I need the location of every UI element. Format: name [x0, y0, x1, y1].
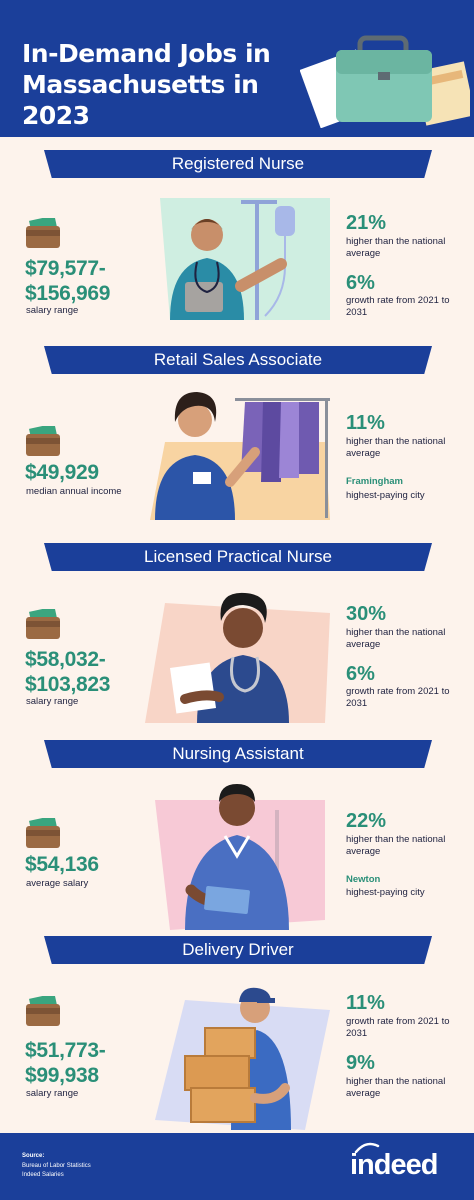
job-section-retail-sales-associate: Retail Sales Associate $49,929 median an…: [0, 346, 474, 542]
job-section-licensed-practical-nurse: Licensed Practical Nurse $58,032- $103,8…: [0, 543, 474, 739]
job-section-nursing-assistant: Nursing Assistant $54,136 average salary…: [0, 740, 474, 936]
job-section-delivery-driver: Delivery Driver $51,773- $99,938 salary …: [0, 936, 474, 1132]
wallet-money-icon: [26, 818, 60, 848]
job-title-banner: Registered Nurse: [44, 150, 432, 178]
city-label: highest-paying city: [346, 490, 425, 501]
job-title: Delivery Driver: [182, 940, 294, 959]
delivery-driver-illustration: [155, 987, 330, 1130]
indeed-logo-arc-icon: [354, 1142, 380, 1153]
practical-nurse-illustration: [145, 592, 330, 723]
city-label: highest-paying city: [346, 887, 425, 898]
job-title-banner: Nursing Assistant: [44, 740, 432, 768]
wallet-money-icon: [26, 218, 60, 248]
retail-worker-illustration: [150, 392, 330, 520]
header: In-Demand Jobs in Massachusetts in 2023: [0, 0, 474, 137]
job-title: Retail Sales Associate: [153, 350, 323, 369]
nursing-assistant-illustration: [155, 784, 325, 930]
salary-label: median annual income: [26, 486, 122, 497]
stat-1-label: higher than the national average: [346, 627, 446, 650]
stat-2-value: 9%: [346, 1052, 375, 1074]
highest-paying-city: Newton: [346, 874, 381, 885]
job-title: Licensed Practical Nurse: [143, 547, 333, 566]
wallet-money-icon: [26, 996, 60, 1026]
job-title-banner: Licensed Practical Nurse: [44, 543, 432, 571]
salary-value: $58,032-: [25, 648, 106, 671]
stat-2-value: 6%: [346, 272, 375, 294]
salary-value-2: $103,823: [25, 673, 111, 696]
stat-1-label: growth rate from 2021 to 2031: [346, 1016, 450, 1039]
stat-2-label: growth rate from 2021 to 2031: [346, 295, 450, 318]
stat-1-label: higher than the national average: [346, 436, 446, 459]
source-item: Bureau of Labor Statistics: [22, 1163, 91, 1169]
stat-1-label: higher than the national average: [346, 834, 446, 857]
job-title-banner: Delivery Driver: [44, 936, 432, 964]
stat-1-value: 21%: [346, 212, 387, 234]
source-item: Indeed Salaries: [22, 1172, 64, 1178]
job-title: Nursing Assistant: [172, 744, 304, 763]
highest-paying-city: Framingham: [346, 476, 404, 487]
salary-value-2: $156,969: [25, 282, 111, 305]
stat-1-value: 30%: [346, 603, 387, 625]
salary-label: salary range: [26, 305, 79, 316]
stat-1-value: 11%: [346, 992, 385, 1014]
source-heading: Source:: [22, 1153, 45, 1159]
stat-2-label: growth rate from 2021 to 2031: [346, 686, 450, 709]
salary-value: $49,929: [25, 461, 99, 484]
wallet-money-icon: [26, 426, 60, 456]
salary-label: salary range: [26, 696, 79, 707]
salary-label: salary range: [26, 1088, 79, 1099]
salary-label: average salary: [26, 878, 89, 889]
footer: Source: Bureau of Labor Statistics Indee…: [0, 1133, 474, 1200]
stat-2-label: higher than the national average: [346, 1076, 446, 1099]
salary-value-2: $99,938: [25, 1064, 99, 1087]
stat-2-value: 6%: [346, 663, 375, 685]
salary-value: $51,773-: [25, 1039, 106, 1062]
nurse-illustration: [160, 198, 330, 320]
salary-value: $54,136: [25, 853, 99, 876]
page-title: In-Demand Jobs in Massachusetts in 2023: [22, 39, 271, 130]
briefcase-icon: [300, 35, 470, 128]
job-title-banner: Retail Sales Associate: [44, 346, 432, 374]
indeed-logo[interactable]: indeed: [350, 1149, 438, 1181]
job-title: Registered Nurse: [171, 154, 305, 173]
salary-value: $79,577-: [25, 257, 106, 280]
wallet-money-icon: [26, 609, 60, 639]
stat-1-value: 11%: [346, 412, 385, 434]
job-section-registered-nurse: Registered Nurse $79,577- $156,969 salar…: [0, 150, 474, 346]
stat-1-label: higher than the national average: [346, 236, 446, 259]
stat-1-value: 22%: [346, 810, 387, 832]
